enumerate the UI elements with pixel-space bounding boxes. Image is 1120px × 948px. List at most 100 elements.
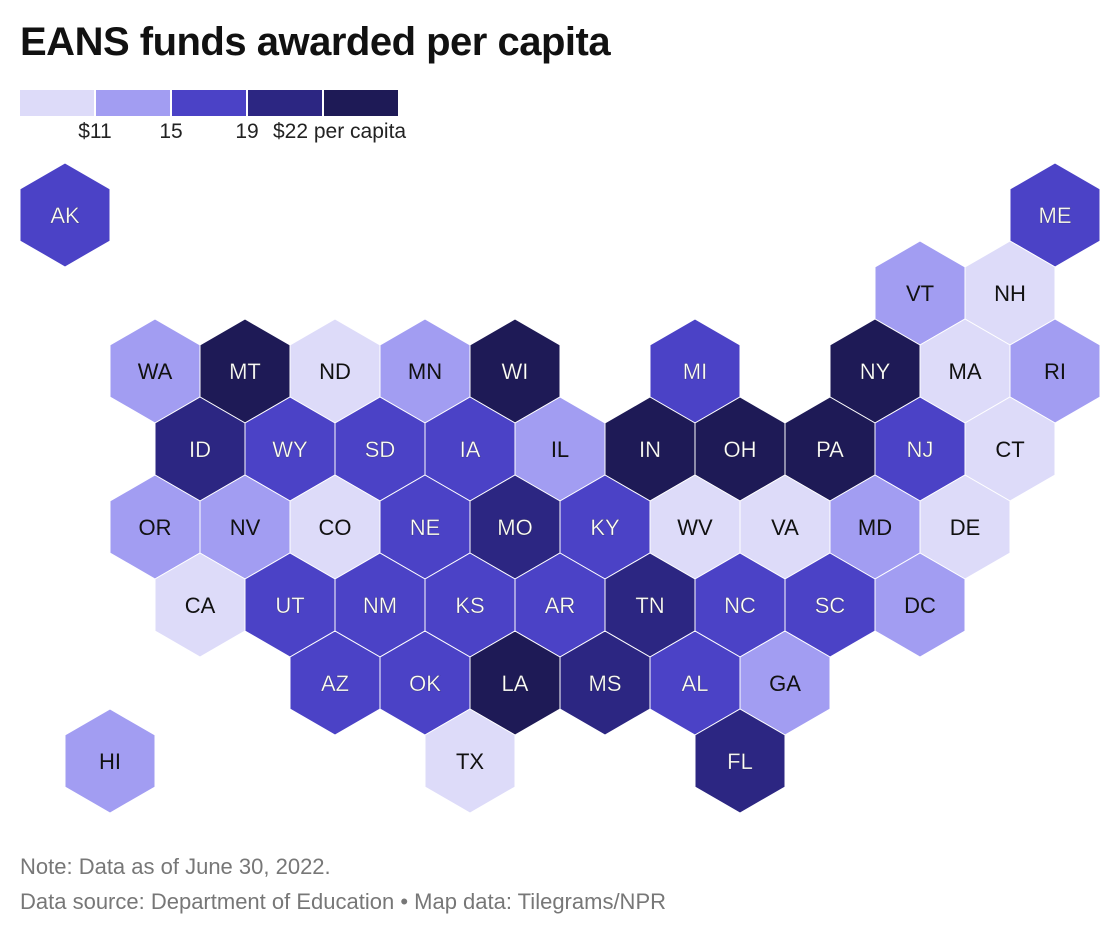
state-tile-al[interactable]: AL xyxy=(649,630,741,736)
state-tile-ma[interactable]: MA xyxy=(919,318,1011,424)
state-tile-wv[interactable]: WV xyxy=(649,474,741,580)
state-label: MI xyxy=(683,359,707,384)
state-label: WI xyxy=(502,359,529,384)
state-label: OR xyxy=(139,515,172,540)
state-label: MT xyxy=(229,359,261,384)
state-label: FL xyxy=(727,749,753,774)
state-label: TN xyxy=(635,593,664,618)
state-label: CT xyxy=(995,437,1024,462)
state-tile-in[interactable]: IN xyxy=(604,396,696,502)
state-label: HI xyxy=(99,749,121,774)
state-hex[interactable] xyxy=(64,708,156,814)
state-tile-me[interactable]: ME xyxy=(1009,162,1101,268)
state-label: WV xyxy=(677,515,713,540)
state-tile-id[interactable]: ID xyxy=(154,396,246,502)
state-label: ME xyxy=(1039,203,1072,228)
state-label: NH xyxy=(994,281,1026,306)
state-label: IA xyxy=(460,437,481,462)
state-label: NY xyxy=(860,359,891,384)
state-label: DC xyxy=(904,593,936,618)
state-label: MD xyxy=(858,515,892,540)
state-tile-ut[interactable]: UT xyxy=(244,552,336,658)
legend-swatch-5 xyxy=(324,90,398,116)
state-tile-hi[interactable]: HI xyxy=(64,708,156,814)
state-tile-nh[interactable]: NH xyxy=(964,240,1056,346)
state-label: AL xyxy=(682,671,709,696)
color-legend: $11 15 19 $22 per capita xyxy=(20,90,420,150)
state-label: MO xyxy=(497,515,532,540)
state-tile-dc[interactable]: DC xyxy=(874,552,966,658)
state-label: ID xyxy=(189,437,211,462)
state-tile-mi[interactable]: MI xyxy=(649,318,741,424)
legend-label-1: $11 xyxy=(78,120,112,143)
state-label: AK xyxy=(50,203,80,228)
state-label: TX xyxy=(456,749,484,774)
state-label: ND xyxy=(319,359,351,384)
state-tile-ct[interactable]: CT xyxy=(964,396,1056,502)
state-tile-tx[interactable]: TX xyxy=(424,708,516,814)
state-label: AZ xyxy=(321,671,349,696)
state-label: NE xyxy=(410,515,441,540)
state-label: AR xyxy=(545,593,576,618)
state-hex[interactable] xyxy=(694,708,786,814)
legend-swatch-1 xyxy=(20,90,94,116)
state-label: NC xyxy=(724,593,756,618)
state-label: KS xyxy=(455,593,484,618)
legend-swatch-2 xyxy=(96,90,170,116)
state-tile-nc[interactable]: NC xyxy=(694,552,786,658)
legend-label-2: 15 xyxy=(159,120,183,143)
state-label: WY xyxy=(272,437,308,462)
state-tile-nm[interactable]: NM xyxy=(334,552,426,658)
state-tile-or[interactable]: OR xyxy=(109,474,201,580)
state-label: UT xyxy=(275,593,304,618)
state-tile-md[interactable]: MD xyxy=(829,474,921,580)
state-label: OH xyxy=(724,437,757,462)
state-tile-az[interactable]: AZ xyxy=(289,630,381,736)
state-label: DE xyxy=(950,515,981,540)
state-label: NM xyxy=(363,593,397,618)
hex-tile-map: AK ME VT NH WA MT ND MN WI MI NY MA RI ID WY SD IA IL IN OH… xyxy=(19,162,1101,814)
state-label: KY xyxy=(590,515,620,540)
chart-title: EANS funds awarded per capita xyxy=(20,20,611,64)
state-tile-ny[interactable]: NY xyxy=(829,318,921,424)
state-tile-mo[interactable]: MO xyxy=(469,474,561,580)
state-label: NV xyxy=(230,515,261,540)
state-hex[interactable] xyxy=(424,708,516,814)
state-label: GA xyxy=(769,671,801,696)
state-label: CA xyxy=(185,593,216,618)
state-tile-ak[interactable]: AK xyxy=(19,162,111,268)
state-label: VA xyxy=(771,515,799,540)
state-label: OK xyxy=(409,671,441,696)
state-label: RI xyxy=(1044,359,1066,384)
state-tile-ar[interactable]: AR xyxy=(514,552,606,658)
state-tile-sd[interactable]: SD xyxy=(334,396,426,502)
state-label: LA xyxy=(502,671,529,696)
state-hex[interactable] xyxy=(874,552,966,658)
state-label: SD xyxy=(365,437,396,462)
state-tile-ms[interactable]: MS xyxy=(559,630,651,736)
state-label: SC xyxy=(815,593,846,618)
state-label: IL xyxy=(551,437,569,462)
state-tile-fl[interactable]: FL xyxy=(694,708,786,814)
state-tile-ok[interactable]: OK xyxy=(379,630,471,736)
state-label: CO xyxy=(319,515,352,540)
state-tile-ky[interactable]: KY xyxy=(559,474,651,580)
state-label: IN xyxy=(639,437,661,462)
state-label: MN xyxy=(408,359,442,384)
state-tile-tn[interactable]: TN xyxy=(604,552,696,658)
legend-swatch-4 xyxy=(248,90,322,116)
legend-swatch-3 xyxy=(172,90,246,116)
data-source: Data source: Department of Education • M… xyxy=(20,889,667,914)
state-hex[interactable] xyxy=(19,162,111,268)
state-tile-oh[interactable]: OH xyxy=(694,396,786,502)
state-label: NJ xyxy=(907,437,934,462)
state-label: VT xyxy=(906,281,934,306)
state-tile-pa[interactable]: PA xyxy=(784,396,876,502)
state-tile-wy[interactable]: WY xyxy=(244,396,336,502)
state-label: MA xyxy=(949,359,982,384)
state-tile-ne[interactable]: NE xyxy=(379,474,471,580)
state-tile-ri[interactable]: RI xyxy=(1009,318,1101,424)
legend-label-3: 19 xyxy=(235,120,259,143)
state-tile-ks[interactable]: KS xyxy=(424,552,516,658)
state-label: PA xyxy=(816,437,844,462)
